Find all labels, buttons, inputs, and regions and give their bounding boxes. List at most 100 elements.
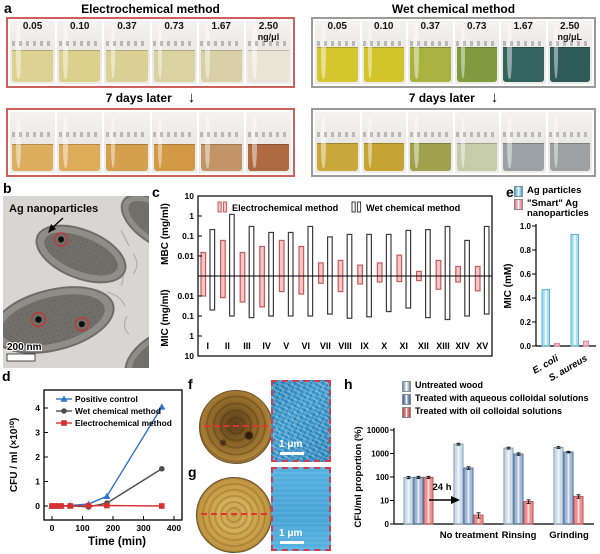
- glass-highlight: [205, 24, 210, 79]
- vial-cell: 0.05: [10, 21, 56, 84]
- title-electrochemical-method: Electrochemical method: [81, 2, 220, 16]
- vial-cell: [10, 112, 56, 173]
- panel-c-label: c: [152, 184, 160, 200]
- sem-inset-g: 1 μm: [271, 467, 331, 551]
- svg-text:Electrochemical method: Electrochemical method: [232, 203, 338, 213]
- vial-cell: [454, 112, 499, 173]
- tem-image: Ag nanoparticles 200 nm: [3, 196, 149, 368]
- down-arrow-icon: ↓: [187, 89, 196, 106]
- vial-frost-band: [316, 131, 358, 137]
- red-circle-marker: [53, 232, 69, 247]
- svg-text:0.0: 0.0: [520, 342, 532, 351]
- svg-text:II: II: [225, 341, 230, 351]
- svg-text:0: 0: [50, 523, 55, 533]
- svg-text:XIV: XIV: [455, 341, 470, 351]
- svg-text:XII: XII: [418, 341, 429, 351]
- concentration-label: 2.50 ng/μl: [257, 21, 280, 42]
- vial-frost-band: [456, 131, 498, 137]
- wood-disc-f: [199, 390, 273, 464]
- concentration-label: 0.10: [374, 21, 394, 32]
- vial-cell: [151, 112, 197, 173]
- scale-bar: [280, 452, 304, 455]
- concentration-label: 2.50 ng/μL: [557, 21, 583, 42]
- concentration-label: 0.05: [327, 21, 347, 32]
- ag-nanoparticle-dot: [57, 236, 64, 243]
- vial-frost-band: [316, 41, 358, 47]
- legend-item: Ag particles: [514, 185, 600, 197]
- seven-days-label: 7 days later: [105, 91, 172, 105]
- vial-cell: 0.73: [151, 21, 197, 84]
- vial-cell: 2.50 ng/μL: [547, 21, 592, 84]
- vial-liquid: [247, 49, 290, 82]
- concentration-label: 1.67: [211, 21, 231, 32]
- glass-highlight: [252, 115, 257, 169]
- seven-days-label: 7 days later: [408, 91, 475, 105]
- legend-label: Ag particles: [527, 185, 582, 196]
- ag-nanoparticle-dot: [35, 316, 42, 323]
- svg-text:V: V: [283, 341, 289, 351]
- legend-swatch-icon: [514, 199, 523, 210]
- vial-liquid: [59, 144, 101, 171]
- svg-text:1: 1: [189, 331, 194, 341]
- svg-text:100: 100: [75, 523, 89, 533]
- seven-days-right: 7 days later ↓: [311, 89, 596, 106]
- svg-text:Time (min): Time (min): [88, 536, 146, 548]
- panel-f-label: f: [188, 376, 193, 392]
- unit-label: ng/μL: [557, 31, 583, 42]
- vial-liquid: [247, 144, 290, 171]
- panel-d-label: d: [2, 368, 11, 384]
- legend-item: Treated with oil colloidal solutions: [402, 406, 600, 418]
- svg-text:XIII: XIII: [436, 341, 450, 351]
- glass-highlight: [553, 115, 559, 169]
- vial-liquid: [153, 49, 195, 82]
- vial-liquid: [106, 49, 148, 82]
- scale-label: 1 μm: [279, 528, 303, 539]
- svg-text:VI: VI: [302, 341, 311, 351]
- bacterium-top: [35, 224, 127, 284]
- legend-swatch-icon: [402, 394, 411, 405]
- vial-cell: 2.50 ng/μl: [245, 21, 292, 84]
- glass-highlight: [63, 24, 68, 79]
- vial-strip-electrochemical-fresh: 0.05 0.10 0.37 0.73 1.67 2.50 ng/μl: [6, 17, 295, 88]
- vial-liquid: [363, 142, 404, 171]
- svg-text:Wet chemical method: Wet chemical method: [75, 406, 161, 416]
- panel-a-label: a: [4, 0, 12, 16]
- vial-frost-band: [502, 41, 544, 47]
- title-wet-chemical-method: Wet chemical method: [391, 2, 516, 16]
- vial-liquid: [363, 46, 404, 82]
- sem-inset-f: 1 μm: [271, 380, 331, 462]
- svg-text:VII: VII: [320, 341, 331, 351]
- legend-item: Treated with aqueous colloidal solutions: [402, 393, 600, 405]
- svg-text:CFU / ml (×10¹⁰): CFU / ml (×10¹⁰): [9, 418, 20, 492]
- svg-text:Rinsing: Rinsing: [502, 530, 537, 541]
- svg-text:1: 1: [35, 477, 40, 487]
- concentration-label: 0.73: [467, 21, 487, 32]
- vial-frost-band: [363, 41, 405, 47]
- concentration-label: 0.10: [70, 21, 90, 32]
- wood-disc-g: [196, 477, 272, 553]
- glass-highlight: [110, 115, 116, 169]
- vial-cell: [361, 112, 406, 173]
- bacterium-bottom: [3, 286, 115, 354]
- vial-frost-band: [247, 41, 290, 47]
- svg-text:1.0: 1.0: [520, 222, 532, 231]
- glass-highlight: [157, 115, 163, 169]
- svg-text:1: 1: [189, 211, 194, 221]
- legend-label: Untreated wood: [415, 380, 484, 390]
- glass-highlight: [321, 24, 326, 79]
- vial-frost-band: [11, 41, 54, 47]
- ag-nanoparticles-label: Ag nanoparticles: [9, 203, 98, 215]
- svg-text:0: 0: [35, 501, 40, 511]
- vial-strip-electrochemical-aged: [6, 108, 295, 177]
- vial-liquid: [503, 142, 544, 171]
- panel-e-label: e: [506, 184, 514, 200]
- glass-highlight: [252, 24, 257, 79]
- svg-text:Electrochemical method: Electrochemical method: [75, 418, 172, 428]
- glass-highlight: [507, 24, 512, 79]
- vial-frost-band: [58, 131, 101, 137]
- vial-strip-wetchemical-fresh: 0.05 0.10 0.37 0.73 1.67 2.50 ng/μL: [311, 17, 596, 88]
- concentration-label: 0.73: [164, 21, 184, 32]
- svg-text:0.6: 0.6: [520, 270, 532, 279]
- ag-nanoparticle-dot: [78, 321, 85, 328]
- panel-g-label: g: [188, 464, 197, 480]
